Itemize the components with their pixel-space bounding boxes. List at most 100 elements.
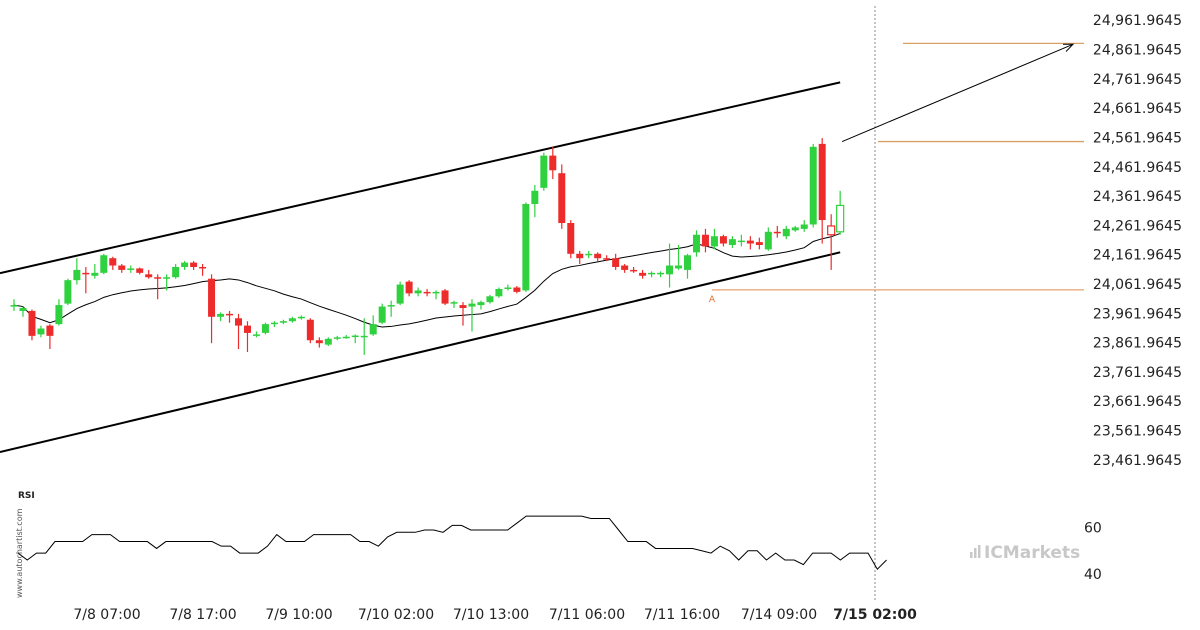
- rsi-axis: 60 40: [1084, 521, 1102, 583]
- candle: [181, 261, 189, 270]
- price-tick-label: 24,961.9645: [1093, 13, 1182, 29]
- candle-body: [684, 255, 691, 270]
- candle-body: [28, 310, 36, 336]
- candle: [827, 214, 836, 270]
- price-tick-label: 24,061.9645: [1093, 277, 1182, 293]
- candle: [495, 287, 503, 298]
- candle: [666, 243, 674, 288]
- candle-series: [10, 138, 845, 355]
- price-tick-label: 24,361.9645: [1093, 189, 1182, 205]
- candle: [809, 143, 817, 228]
- candle-body: [540, 155, 548, 188]
- candle: [468, 299, 476, 332]
- candle: [701, 228, 709, 253]
- candle-body: [558, 173, 566, 224]
- candle-body: [450, 302, 458, 304]
- price-tick-label: 24,561.9645: [1093, 130, 1182, 146]
- candle-body: [396, 284, 404, 304]
- candle: [486, 294, 494, 304]
- candle-body: [773, 231, 781, 234]
- time-tick-label: 7/8 17:00: [169, 607, 236, 623]
- candle: [387, 300, 395, 317]
- candle-body: [181, 262, 189, 267]
- candle: [55, 299, 63, 326]
- candle: [567, 220, 575, 259]
- horizontal-levels: A: [709, 42, 1084, 305]
- candle-body: [468, 303, 476, 307]
- candle-body: [666, 265, 674, 275]
- candle-body: [243, 325, 251, 333]
- candle: [235, 313, 242, 350]
- candle-body: [495, 288, 503, 297]
- candle-body: [459, 305, 467, 309]
- candle-body: [351, 335, 359, 338]
- candle-body: [19, 308, 27, 311]
- candle-body: [172, 266, 180, 278]
- point-marker-label: A: [709, 295, 716, 305]
- candle: [818, 138, 826, 244]
- candle-body: [531, 190, 539, 204]
- candle-body: [648, 272, 656, 275]
- channel-upper-line: [0, 81, 841, 275]
- candle: [612, 253, 620, 270]
- candle-body: [764, 231, 772, 250]
- time-tick-label: 7/15 02:00: [833, 607, 917, 623]
- candle-body: [809, 146, 817, 225]
- candle: [755, 237, 763, 250]
- candle-body: [217, 313, 225, 317]
- candle: [459, 302, 467, 326]
- candle: [279, 319, 287, 325]
- candle: [791, 225, 799, 232]
- price-tick-label: 23,861.9645: [1093, 336, 1182, 352]
- candle-body: [423, 291, 431, 294]
- candle-body: [675, 265, 683, 269]
- candle-body: [199, 266, 207, 269]
- candle-body: [818, 143, 826, 221]
- time-tick-label: 7/9 10:00: [265, 607, 332, 623]
- candle-body: [728, 239, 736, 245]
- candle-body: [315, 340, 323, 344]
- price-channel: [0, 81, 841, 453]
- candle: [297, 315, 305, 320]
- candle-body: [594, 253, 602, 259]
- candle: [64, 278, 72, 306]
- candle: [396, 281, 404, 306]
- candle-body: [719, 236, 727, 244]
- candle: [450, 300, 458, 309]
- candle-body: [657, 272, 665, 275]
- time-tick-label: 7/11 16:00: [644, 607, 720, 623]
- candle-body: [612, 258, 620, 267]
- candle: [127, 265, 135, 273]
- candle: [719, 234, 727, 247]
- candle: [37, 325, 45, 338]
- candle-body: [208, 278, 216, 317]
- candle-body: [414, 290, 422, 294]
- watermark: www.autochartist.com: [15, 508, 24, 598]
- candle-body: [800, 224, 808, 229]
- time-tick-label: 7/8 07:00: [73, 607, 140, 623]
- candle: [369, 315, 377, 336]
- candle: [19, 306, 27, 317]
- candle-body: [252, 334, 260, 336]
- candle: [782, 225, 790, 240]
- candle-body: [603, 258, 611, 260]
- candle: [154, 274, 162, 300]
- price-tick-label: 24,861.9645: [1093, 43, 1182, 59]
- candle-body: [432, 291, 440, 294]
- candle-body: [55, 305, 63, 325]
- candle-body: [127, 268, 135, 270]
- candle: [190, 261, 198, 270]
- candle-body: [513, 287, 521, 292]
- candle-body: [827, 225, 836, 236]
- candle-body: [387, 305, 395, 307]
- candle: [737, 234, 745, 247]
- candle: [109, 256, 117, 270]
- candle: [764, 227, 772, 251]
- candle: [163, 274, 171, 291]
- candle: [558, 164, 566, 229]
- candle: [145, 269, 153, 279]
- candle-body: [836, 204, 845, 233]
- candle: [217, 312, 225, 322]
- time-axis: 7/8 07:00 7/8 17:00 7/9 10:00 7/10 02:00 7/1…: [73, 607, 917, 623]
- time-tick-label: 7/10 13:00: [453, 607, 529, 623]
